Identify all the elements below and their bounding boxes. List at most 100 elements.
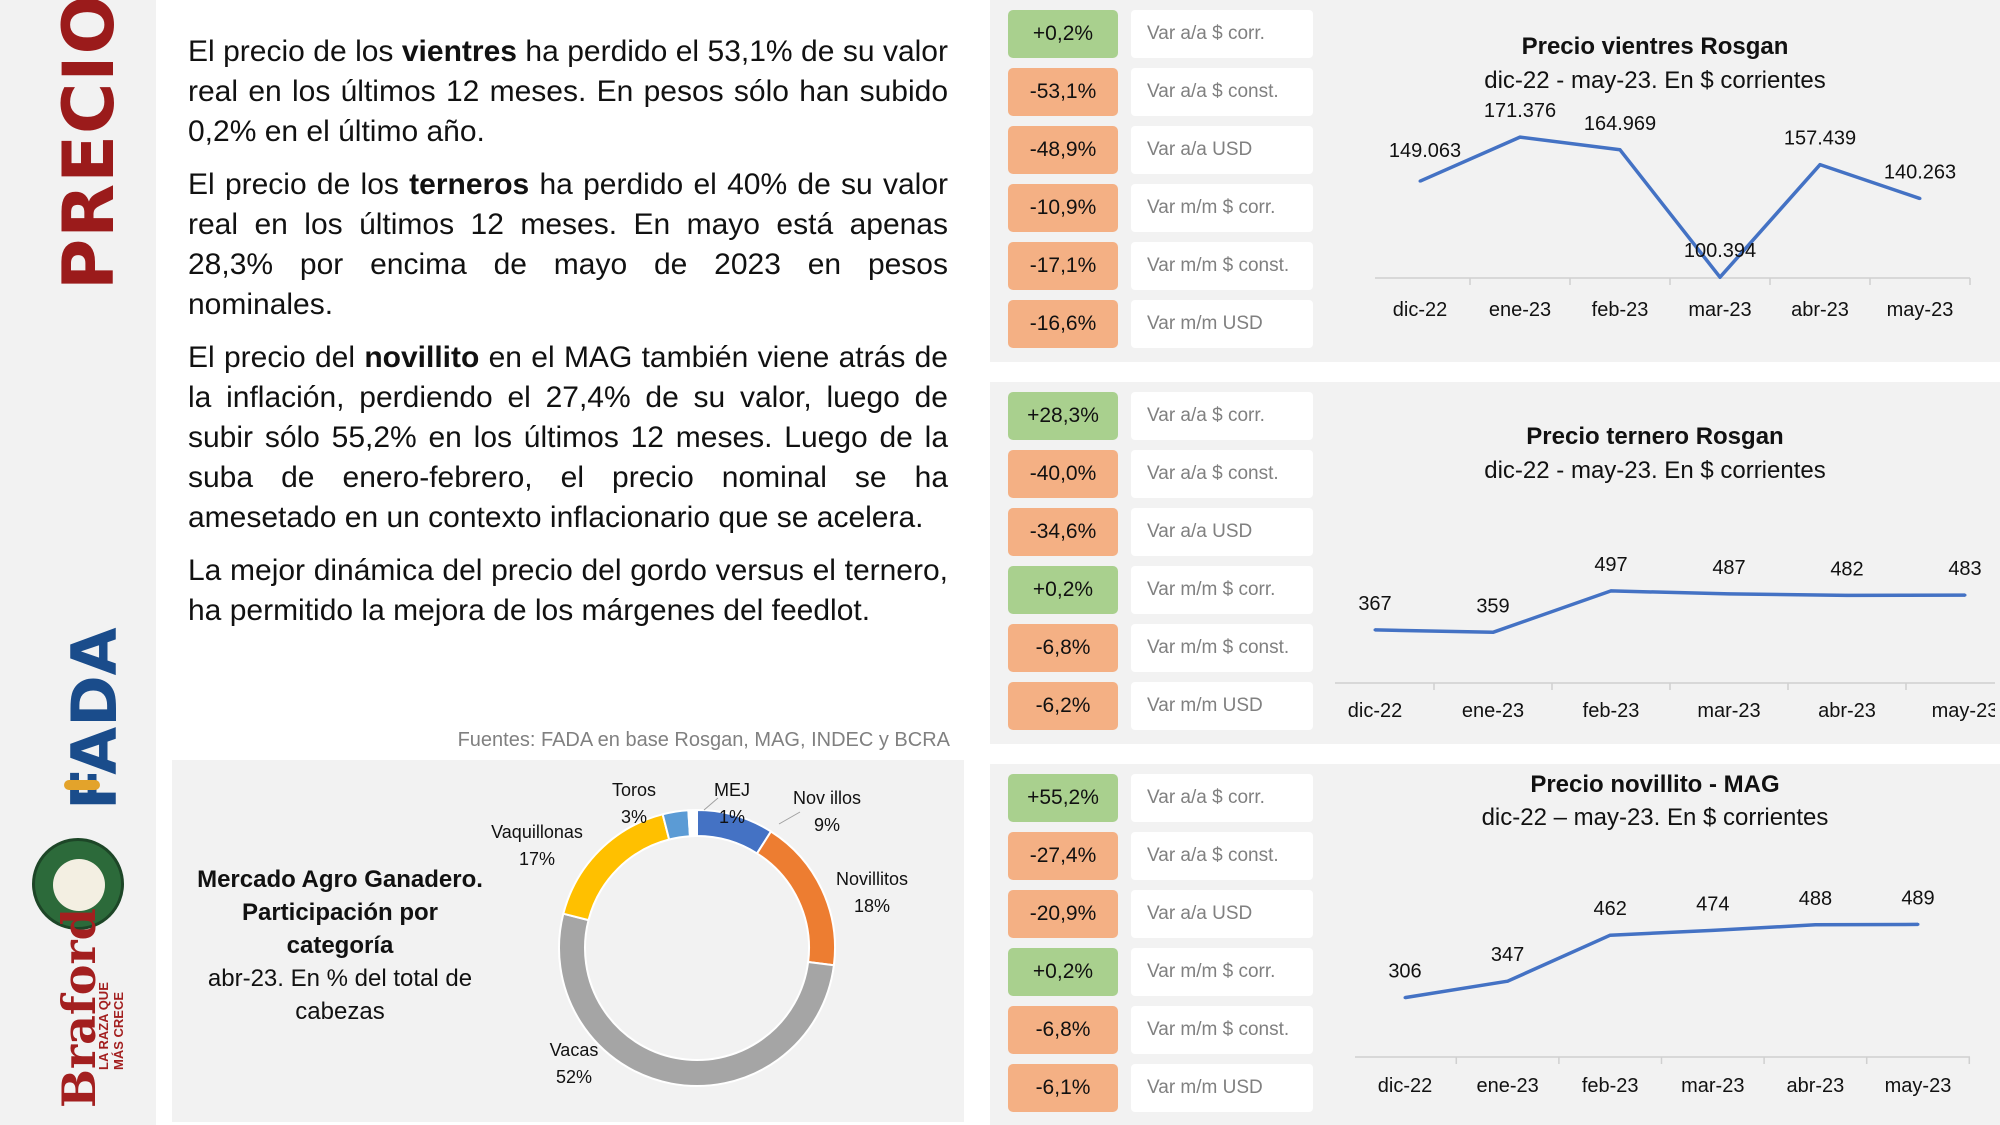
chart-title: Precio vientres Rosgan [1522, 33, 1789, 60]
x-tick-label: may-23 [1887, 299, 1954, 321]
slice-category-label: Toros [612, 780, 656, 800]
series-line [1374, 589, 1966, 635]
braford-tagline: LA RAZA QUE MÁS CRECE [96, 982, 126, 1070]
x-tick-label: ene-23 [1476, 1075, 1538, 1097]
x-tick-label: dic-22 [1348, 700, 1402, 722]
x-tick-label: mar-23 [1697, 700, 1760, 722]
data-point [1518, 135, 1522, 139]
slice-value-label: 52% [556, 1067, 592, 1087]
slice-value-label: 17% [519, 849, 555, 869]
series-line [1404, 922, 1919, 1000]
data-point [1373, 628, 1377, 632]
text-run: La mejor dinámica del precio del gordo v… [188, 554, 948, 627]
variation-label: Var m/m $ const. [1131, 1006, 1313, 1054]
variation-value-badge: -34,6% [1008, 508, 1118, 556]
data-label: 164.969 [1584, 113, 1656, 135]
x-tick-label: may-23 [1885, 1075, 1952, 1097]
data-label: 489 [1901, 887, 1934, 909]
data-point [1963, 593, 1967, 597]
leader-line [703, 797, 719, 811]
highlight-term: terneros [409, 168, 530, 201]
x-tick-label: feb-23 [1592, 299, 1649, 321]
variation-label: Var m/m $ const. [1131, 242, 1313, 290]
variation-label: Var a/a USD [1131, 126, 1313, 174]
x-tick-label: abr-23 [1818, 700, 1876, 722]
line-chart: Precio ternero Rosgan dic-22 - may-23. En… [1335, 423, 1995, 722]
series-line [1419, 135, 1921, 279]
data-point [1916, 922, 1920, 926]
data-point [1418, 179, 1422, 183]
variation-label: Var a/a USD [1131, 890, 1313, 938]
chart-title: Precio novillito - MAG [1530, 771, 1779, 798]
variation-value-badge: -6,2% [1008, 682, 1118, 730]
variation-label: Var a/a $ corr. [1131, 392, 1313, 440]
braford-tagline-line: LA RAZA QUE [96, 982, 111, 1070]
data-label: 474 [1696, 893, 1729, 915]
donut-slice [558, 912, 836, 1087]
slice-category-label: Vaquillonas [491, 822, 583, 842]
data-point [1403, 996, 1407, 1000]
braford-tagline-line: MÁS CRECE [111, 991, 126, 1070]
sources-note: Fuentes: FADA en base Rosgan, MAG, INDEC… [457, 729, 950, 751]
data-point [1506, 979, 1510, 983]
x-tick-label: abr-23 [1791, 299, 1849, 321]
line-chart: Precio novillito - MAG dic-22 – may-23. E… [1355, 771, 1971, 1097]
x-tick-label: may-23 [1932, 700, 1995, 722]
slice-category-label: MEJ [714, 780, 750, 800]
data-label: 359 [1476, 595, 1509, 617]
slice-value-label: 9% [814, 815, 840, 835]
variation-label: Var a/a $ const. [1131, 450, 1313, 498]
data-label: 488 [1799, 888, 1832, 910]
variation-label: Var m/m $ corr. [1131, 566, 1313, 614]
x-tick-label: ene-23 [1489, 299, 1551, 321]
data-label: 100.394 [1684, 240, 1756, 262]
variation-label: Var a/a $ corr. [1131, 774, 1313, 822]
x-tick-label: dic-22 [1378, 1075, 1432, 1097]
data-point [1618, 148, 1622, 152]
data-label: 157.439 [1784, 128, 1856, 150]
paragraph: El precio del novillito en el MAG tambié… [188, 338, 948, 538]
leader-line [778, 811, 801, 825]
variation-label: Var a/a $ corr. [1131, 10, 1313, 58]
variation-value-badge: -40,0% [1008, 450, 1118, 498]
text-run: El precio de los [188, 35, 402, 68]
fada-logo-accent [64, 780, 100, 790]
variation-value-badge: -6,1% [1008, 1064, 1118, 1112]
data-point [1845, 593, 1849, 597]
data-label: 482 [1830, 558, 1863, 580]
slice-category-label: Novillitos [836, 869, 908, 889]
data-label: 347 [1491, 944, 1524, 966]
variation-value-badge: -20,9% [1008, 890, 1118, 938]
variation-value-badge: +0,2% [1008, 566, 1118, 614]
sidebar: PRECIOS FADA Braford LA RAZA QUE MÁS CRE… [0, 0, 156, 1125]
slice-value-label: 1% [719, 807, 745, 827]
vientres-panel: +0,2% Var a/a $ corr. -53,1% Var a/a $ cons… [990, 0, 2000, 362]
text-run: ha perdido el 53,1% de su valor real en … [188, 35, 948, 148]
data-label: 306 [1388, 961, 1421, 983]
data-label: 140.263 [1884, 162, 1956, 184]
data-point [1711, 928, 1715, 932]
chart-subtitle: dic-22 - may-23. En $ corrientes [1484, 67, 1825, 94]
x-tick-label: mar-23 [1681, 1075, 1744, 1097]
variation-value-badge: -17,1% [1008, 242, 1118, 290]
text-run: en el MAG también viene atrás de la infl… [188, 341, 948, 534]
x-tick-label: abr-23 [1786, 1075, 1844, 1097]
highlight-term: vientres [401, 35, 517, 68]
data-label: 149.063 [1389, 140, 1461, 162]
variation-value-badge: -6,8% [1008, 1006, 1118, 1054]
donut-subtitle: abr-23. En % del total de cabezas [207, 965, 473, 1025]
variation-value-badge: -6,8% [1008, 624, 1118, 672]
data-point [1491, 630, 1495, 634]
variation-label: Var m/m $ corr. [1131, 948, 1313, 996]
x-tick-label: mar-23 [1688, 299, 1751, 321]
chart-subtitle: dic-22 – may-23. En $ corrientes [1482, 804, 1829, 831]
x-tick-label: feb-23 [1583, 700, 1640, 722]
novillito-panel: +55,2% Var a/a $ corr. -27,4% Var a/a $ con… [990, 764, 2000, 1125]
variation-value-badge: -16,6% [1008, 300, 1118, 348]
slice-category-label: Nov illos [793, 788, 861, 808]
line-chart: Precio vientres Rosgan dic-22 - may-23. E… [1375, 33, 1971, 321]
text-run: ha perdido el 40% de su valor real en lo… [188, 168, 948, 321]
variation-label: Var m/m USD [1131, 1064, 1313, 1112]
donut-panel: Mercado Agro Ganadero. Participación por… [172, 760, 964, 1122]
variation-value-badge: -27,4% [1008, 832, 1118, 880]
